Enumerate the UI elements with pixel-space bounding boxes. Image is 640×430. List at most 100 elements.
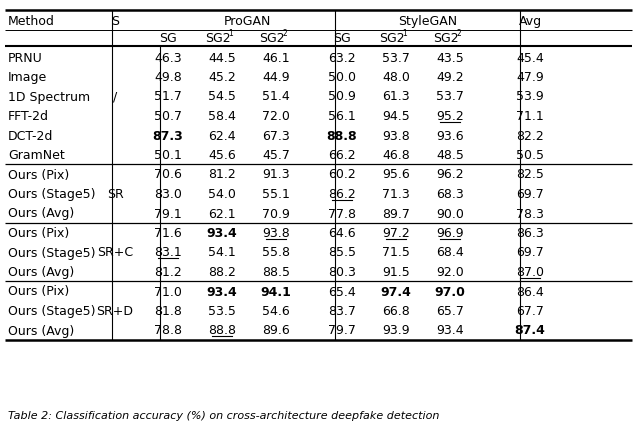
Text: 72.0: 72.0 <box>262 110 290 123</box>
Text: FFT-2d: FFT-2d <box>8 110 49 123</box>
Text: 78.8: 78.8 <box>154 324 182 337</box>
Text: 70.6: 70.6 <box>154 168 182 181</box>
Text: 93.8: 93.8 <box>382 129 410 142</box>
Text: 65.4: 65.4 <box>328 285 356 298</box>
Text: 49.8: 49.8 <box>154 71 182 84</box>
Text: 77.8: 77.8 <box>328 207 356 220</box>
Text: 46.8: 46.8 <box>382 149 410 162</box>
Text: 97.2: 97.2 <box>382 227 410 240</box>
Text: 81.2: 81.2 <box>208 168 236 181</box>
Text: 85.5: 85.5 <box>328 246 356 259</box>
Text: 67.7: 67.7 <box>516 304 544 317</box>
Text: 93.4: 93.4 <box>207 227 237 240</box>
Text: 50.5: 50.5 <box>516 149 544 162</box>
Text: 45.2: 45.2 <box>208 71 236 84</box>
Text: 45.7: 45.7 <box>262 149 290 162</box>
Text: 96.9: 96.9 <box>436 227 464 240</box>
Text: 55.8: 55.8 <box>262 246 290 259</box>
Text: 44.5: 44.5 <box>208 51 236 64</box>
Text: Table 2: Classification accuracy (%) on cross-architecture deepfake detection: Table 2: Classification accuracy (%) on … <box>8 410 440 420</box>
Text: Ours (Pix): Ours (Pix) <box>8 227 69 240</box>
Text: 88.8: 88.8 <box>208 324 236 337</box>
Text: Image: Image <box>8 71 47 84</box>
Text: 83.1: 83.1 <box>154 246 182 259</box>
Text: 71.6: 71.6 <box>154 227 182 240</box>
Text: 2: 2 <box>456 28 461 37</box>
Text: 53.7: 53.7 <box>382 51 410 64</box>
Text: 68.3: 68.3 <box>436 187 464 200</box>
Text: 53.9: 53.9 <box>516 90 544 103</box>
Text: 88.5: 88.5 <box>262 265 290 278</box>
Text: SR: SR <box>107 187 124 200</box>
Text: 53.7: 53.7 <box>436 90 464 103</box>
Text: 93.6: 93.6 <box>436 129 464 142</box>
Text: 43.5: 43.5 <box>436 51 464 64</box>
Text: 96.2: 96.2 <box>436 168 464 181</box>
Text: 93.9: 93.9 <box>382 324 410 337</box>
Text: Ours (Stage5): Ours (Stage5) <box>8 246 95 259</box>
Text: 71.3: 71.3 <box>382 187 410 200</box>
Text: 51.4: 51.4 <box>262 90 290 103</box>
Text: 83.0: 83.0 <box>154 187 182 200</box>
Text: Ours (Pix): Ours (Pix) <box>8 285 69 298</box>
Text: SG2: SG2 <box>259 31 285 44</box>
Text: ProGAN: ProGAN <box>224 15 271 28</box>
Text: 45.6: 45.6 <box>208 149 236 162</box>
Text: 66.8: 66.8 <box>382 304 410 317</box>
Text: 64.6: 64.6 <box>328 227 356 240</box>
Text: SG2: SG2 <box>379 31 405 44</box>
Text: 93.4: 93.4 <box>207 285 237 298</box>
Text: 68.4: 68.4 <box>436 246 464 259</box>
Text: 81.2: 81.2 <box>154 265 182 278</box>
Text: 54.1: 54.1 <box>208 246 236 259</box>
Text: 1: 1 <box>228 28 234 37</box>
Text: 90.0: 90.0 <box>436 207 464 220</box>
Text: Ours (Pix): Ours (Pix) <box>8 168 69 181</box>
Text: 97.0: 97.0 <box>435 285 465 298</box>
Text: 1: 1 <box>403 28 408 37</box>
Text: 91.5: 91.5 <box>382 265 410 278</box>
Text: 62.4: 62.4 <box>208 129 236 142</box>
Text: 62.1: 62.1 <box>208 207 236 220</box>
Text: 50.9: 50.9 <box>328 90 356 103</box>
Text: 61.3: 61.3 <box>382 90 410 103</box>
Text: 45.4: 45.4 <box>516 51 544 64</box>
Text: S: S <box>111 15 119 28</box>
Text: SG: SG <box>333 31 351 44</box>
Text: 79.7: 79.7 <box>328 324 356 337</box>
Text: 92.0: 92.0 <box>436 265 464 278</box>
Text: 48.0: 48.0 <box>382 71 410 84</box>
Text: 87.4: 87.4 <box>515 324 545 337</box>
Text: /: / <box>113 90 117 103</box>
Text: 71.0: 71.0 <box>154 285 182 298</box>
Text: 60.2: 60.2 <box>328 168 356 181</box>
Text: SG: SG <box>159 31 177 44</box>
Text: 88.8: 88.8 <box>326 129 357 142</box>
Text: 94.1: 94.1 <box>260 285 291 298</box>
Text: 67.3: 67.3 <box>262 129 290 142</box>
Text: 97.4: 97.4 <box>381 285 412 298</box>
Text: Ours (Avg): Ours (Avg) <box>8 207 74 220</box>
Text: 56.1: 56.1 <box>328 110 356 123</box>
Text: 82.5: 82.5 <box>516 168 544 181</box>
Text: 51.7: 51.7 <box>154 90 182 103</box>
Text: 2: 2 <box>283 28 287 37</box>
Text: 50.7: 50.7 <box>154 110 182 123</box>
Text: 95.6: 95.6 <box>382 168 410 181</box>
Text: 89.7: 89.7 <box>382 207 410 220</box>
Text: 71.1: 71.1 <box>516 110 544 123</box>
Text: 49.2: 49.2 <box>436 71 464 84</box>
Text: SR+D: SR+D <box>97 304 134 317</box>
Text: 1D Spectrum: 1D Spectrum <box>8 90 90 103</box>
Text: 46.3: 46.3 <box>154 51 182 64</box>
Text: 87.3: 87.3 <box>152 129 184 142</box>
Text: 78.3: 78.3 <box>516 207 544 220</box>
Text: 47.9: 47.9 <box>516 71 544 84</box>
Text: SG2: SG2 <box>433 31 459 44</box>
Text: 89.6: 89.6 <box>262 324 290 337</box>
Text: 54.0: 54.0 <box>208 187 236 200</box>
Text: 69.7: 69.7 <box>516 187 544 200</box>
Text: 53.5: 53.5 <box>208 304 236 317</box>
Text: 82.2: 82.2 <box>516 129 544 142</box>
Text: Avg: Avg <box>518 15 541 28</box>
